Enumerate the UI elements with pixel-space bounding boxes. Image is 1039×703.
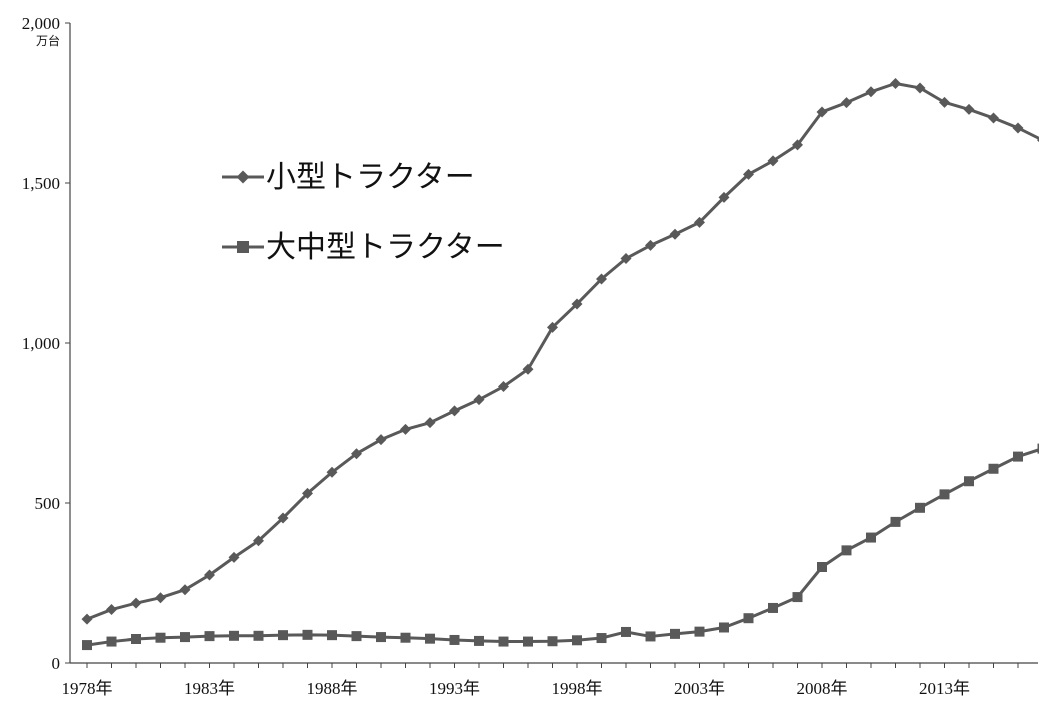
data-point [915, 503, 925, 513]
data-point [155, 592, 166, 603]
data-point [695, 627, 705, 637]
x-tick-label: 2008年 [797, 679, 848, 698]
y-tick-label: 1,000 [22, 334, 60, 353]
data-point [964, 104, 975, 115]
legend-label: 小型トラクター [266, 161, 475, 194]
x-tick-label: 1983年 [184, 679, 235, 698]
legend-marker [237, 241, 249, 253]
data-point [670, 229, 681, 240]
data-point [890, 78, 901, 89]
series-1 [82, 78, 1039, 625]
data-point [548, 636, 558, 646]
data-point [621, 627, 631, 637]
data-point [646, 631, 656, 641]
x-tick-label: 1993年 [429, 679, 480, 698]
data-point [449, 405, 460, 416]
series-2 [82, 444, 1039, 650]
data-point [597, 633, 607, 643]
y-tick-label: 1,500 [22, 174, 60, 193]
data-point [82, 640, 92, 650]
data-point [866, 86, 877, 97]
data-point [1013, 452, 1023, 462]
data-point [106, 604, 117, 615]
data-point [107, 637, 117, 647]
data-point [719, 622, 729, 632]
data-point [866, 533, 876, 543]
data-point [474, 636, 484, 646]
series-layer [82, 78, 1039, 650]
data-point [940, 489, 950, 499]
data-point [523, 637, 533, 647]
series-line [87, 83, 1039, 619]
data-point [327, 630, 337, 640]
data-point [278, 630, 288, 640]
y-unit-label: 万台 [36, 33, 60, 48]
x-tick-label: 2013年 [919, 679, 970, 698]
data-point [499, 637, 509, 647]
legend-marker [237, 171, 250, 184]
legend-entry-2: 大中型トラクター [222, 231, 505, 264]
data-point [229, 631, 239, 641]
data-point [841, 97, 852, 108]
data-point [793, 592, 803, 602]
data-point [989, 464, 999, 474]
legend-label: 大中型トラクター [266, 231, 505, 264]
y-tick-label: 0 [52, 654, 61, 673]
x-tick-label: 1988年 [307, 679, 358, 698]
data-point [744, 613, 754, 623]
data-point [645, 240, 656, 251]
x-tick-label: 1998年 [552, 679, 603, 698]
data-point [82, 614, 93, 625]
series-line [87, 449, 1039, 645]
x-tick-label: 2003年 [674, 679, 725, 698]
data-point [572, 635, 582, 645]
data-point [180, 632, 190, 642]
data-point [425, 417, 436, 428]
data-point [131, 634, 141, 644]
data-point [156, 633, 166, 643]
data-point [352, 631, 362, 641]
data-point [670, 629, 680, 639]
data-point [131, 598, 142, 609]
y-tick-label: 500 [35, 494, 61, 513]
data-point [1013, 122, 1024, 133]
data-point [254, 631, 264, 641]
data-point [891, 517, 901, 527]
data-point [817, 562, 827, 572]
data-point [964, 476, 974, 486]
x-tick-label: 1978年 [62, 679, 113, 698]
data-point [205, 631, 215, 641]
data-point [842, 545, 852, 555]
data-point [768, 603, 778, 613]
y-tick-label: 2,000 [22, 14, 60, 33]
data-point [303, 630, 313, 640]
data-point [376, 632, 386, 642]
data-point [401, 633, 411, 643]
data-point [400, 424, 411, 435]
legend-entry-1: 小型トラクター [222, 161, 475, 194]
data-point [988, 113, 999, 124]
data-point [474, 394, 485, 405]
data-point [450, 635, 460, 645]
data-point [425, 634, 435, 644]
